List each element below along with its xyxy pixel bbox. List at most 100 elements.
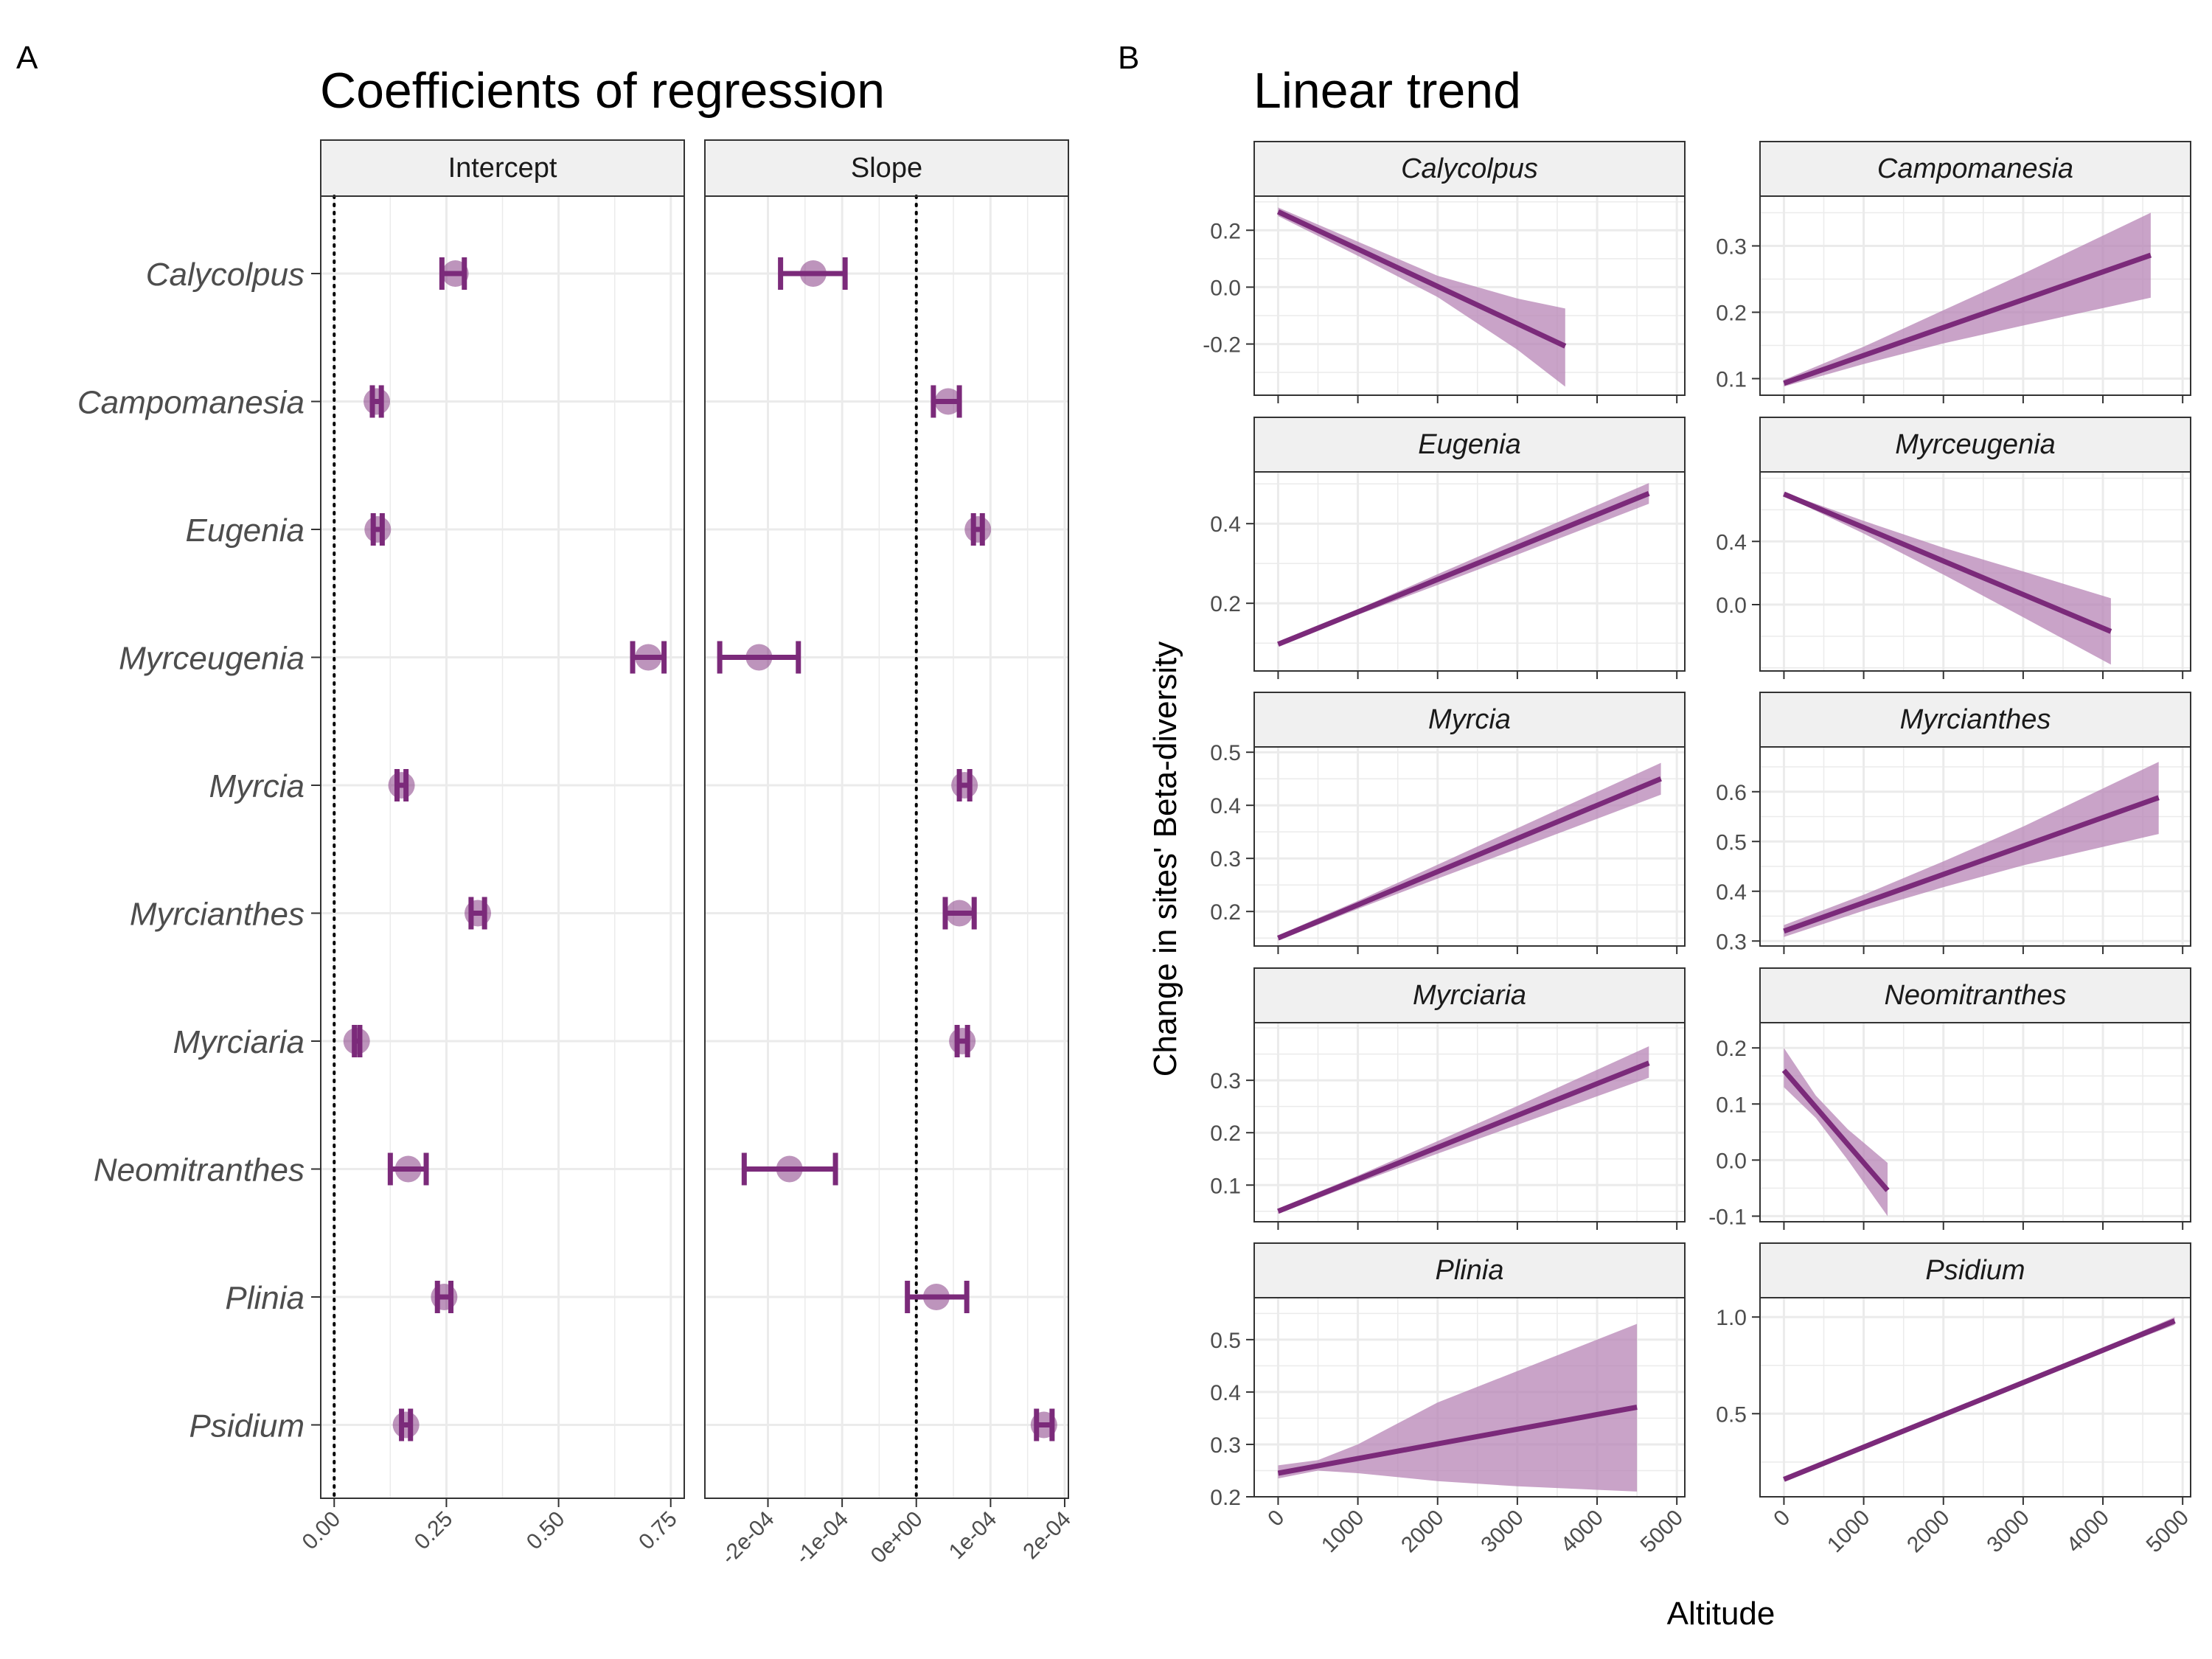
y-tick-label: 0.2 [1210, 1121, 1241, 1146]
panel-border-slope [704, 195, 1069, 1499]
y-tick-label: 0.4 [1716, 880, 1747, 905]
facet-strip-myrcianthes [1759, 692, 2191, 748]
facet-strip-myrceugenia [1759, 417, 2191, 473]
panel-border-myrcianthes [1759, 746, 2191, 947]
x-tick-label: 0e+00 [866, 1507, 928, 1568]
trend-line-calycolpus [1276, 209, 1567, 349]
genus-label-myrcianthes: Myrcianthes [130, 897, 305, 933]
trend-line-myrcia [1277, 776, 1662, 941]
panel-border-myrceugenia [1759, 471, 2191, 672]
y-tick-label: 0.2 [1210, 1486, 1241, 1510]
confidence-band-campomanesia [1784, 212, 2151, 387]
x-tick-label: 1e-04 [945, 1507, 1002, 1565]
x-tick-label: 0 [1769, 1506, 1795, 1531]
facet-title-myrcia: Myrcia [1428, 704, 1511, 735]
y-tick-label: 0.6 [1716, 781, 1747, 805]
y-tick-label: 0.3 [1210, 847, 1241, 872]
y-tick-label: 0.4 [1210, 1381, 1241, 1405]
panel-b-label: B [1118, 40, 1139, 76]
y-tick-label: -0.1 [1708, 1205, 1747, 1229]
point-calycolpus [442, 260, 469, 287]
trend-line-psidium [1783, 1318, 2176, 1482]
x-tick-label: 1000 [1823, 1506, 1875, 1558]
panel-b-plots: Calycolpus -0.2 0.0 0.2 Campomanesia 0.1 0.2 0.… [1203, 141, 2194, 1558]
trend-line-myrciaria [1277, 1060, 1650, 1214]
x-tick-label: 2000 [1397, 1506, 1449, 1558]
genus-label-myrceugenia: Myrceugenia [119, 641, 305, 677]
point-myrceugenia [635, 644, 662, 671]
facet-strip-plinia [1253, 1242, 1686, 1298]
x-tick-label: 5000 [1636, 1506, 1688, 1558]
genus-label-neomitranthes: Neomitranthes [94, 1152, 305, 1189]
trend-line-campomanesia [1783, 252, 2152, 386]
x-tick-label: 0.50 [522, 1507, 570, 1555]
y-tick-label: 0.4 [1716, 530, 1747, 554]
confidence-band-myrcianthes [1784, 762, 2159, 937]
x-tick-label: 5000 [2142, 1506, 2194, 1558]
y-tick-label: 0.3 [1210, 1069, 1241, 1093]
x-tick-label: 4000 [1556, 1506, 1608, 1558]
point-plinia [431, 1284, 458, 1310]
y-tick-label: 0.1 [1716, 368, 1747, 392]
x-tick-label: 1000 [1317, 1506, 1369, 1558]
genus-label-myrciaria: Myrciaria [173, 1024, 305, 1060]
panel-border-psidium [1759, 1297, 2191, 1498]
panel-border-campomanesia [1759, 195, 2191, 396]
y-tick-label: 0.3 [1716, 930, 1747, 954]
facet-strip-eugenia [1253, 417, 1686, 473]
point-calycolpus [799, 260, 827, 287]
y-tick-label: 0.0 [1716, 1149, 1747, 1173]
x-tick-label: 0.75 [634, 1507, 682, 1555]
facet-strip-slope [704, 139, 1069, 197]
facet-strip-psidium [1759, 1242, 2191, 1298]
panel-b-title: Linear trend [1253, 63, 1521, 119]
y-tick-label: 0.3 [1210, 1433, 1241, 1458]
genus-label-campomanesia: Campomanesia [77, 385, 305, 421]
point-plinia [922, 1284, 950, 1310]
facet-strip-calycolpus [1253, 141, 1686, 197]
facet-strip-intercept [320, 139, 685, 197]
y-tick-label: 0.5 [1210, 741, 1241, 765]
trend-line-eugenia [1277, 490, 1650, 647]
point-campomanesia [364, 388, 391, 415]
panel-border-myrciaria [1253, 1022, 1686, 1222]
facet-title-eugenia: Eugenia [1418, 429, 1520, 460]
panel-border-eugenia [1253, 471, 1686, 672]
x-tick-label: -1e-04 [790, 1507, 853, 1570]
point-campomanesia [935, 388, 962, 415]
panel-a-title: Coefficients of regression [320, 63, 885, 119]
y-tick-label: 0.2 [1716, 1037, 1747, 1061]
x-tick-label: 0.00 [298, 1507, 346, 1555]
x-tick-label: 3000 [1476, 1506, 1528, 1558]
y-tick-label: 0.1 [1716, 1093, 1747, 1117]
point-neomitranthes [394, 1155, 422, 1183]
x-tick-label: 0.25 [410, 1507, 458, 1555]
point-myrcianthes [465, 900, 492, 927]
y-tick-label: 0.2 [1210, 592, 1241, 616]
trend-line-neomitranthes [1781, 1068, 1890, 1192]
x-tick-label: -2e-04 [717, 1507, 779, 1570]
panel-border-calycolpus [1253, 195, 1686, 396]
panel-border-myrcia [1253, 746, 1686, 947]
panel-border-intercept [320, 195, 685, 1499]
facet-title-myrcianthes: Myrcianthes [1900, 704, 2051, 735]
facet-title-calycolpus: Calycolpus [1401, 153, 1538, 184]
facet-strip-neomitranthes [1759, 967, 2191, 1023]
trend-line-myrceugenia [1783, 491, 2112, 634]
facet-title-psidium: Psidium [1925, 1255, 2025, 1286]
y-tick-label: -0.2 [1203, 333, 1241, 358]
y-tick-label: 0.4 [1210, 512, 1241, 537]
panel-a-label: A [16, 40, 38, 76]
x-tick-label: 2e-04 [1018, 1507, 1076, 1565]
y-tick-label: 0.3 [1716, 235, 1747, 260]
panel-border-plinia [1253, 1297, 1686, 1498]
x-tick-label: 0 [1263, 1506, 1289, 1531]
facet-title-myrciaria: Myrciaria [1413, 980, 1526, 1011]
facet-title-campomanesia: Campomanesia [1877, 153, 2073, 184]
x-tick-label: 2000 [1902, 1506, 1955, 1558]
genus-label-psidium: Psidium [189, 1408, 305, 1444]
point-myrciaria [343, 1028, 370, 1054]
point-myrciaria [949, 1028, 976, 1054]
facet-title-slope: Slope [851, 153, 922, 184]
